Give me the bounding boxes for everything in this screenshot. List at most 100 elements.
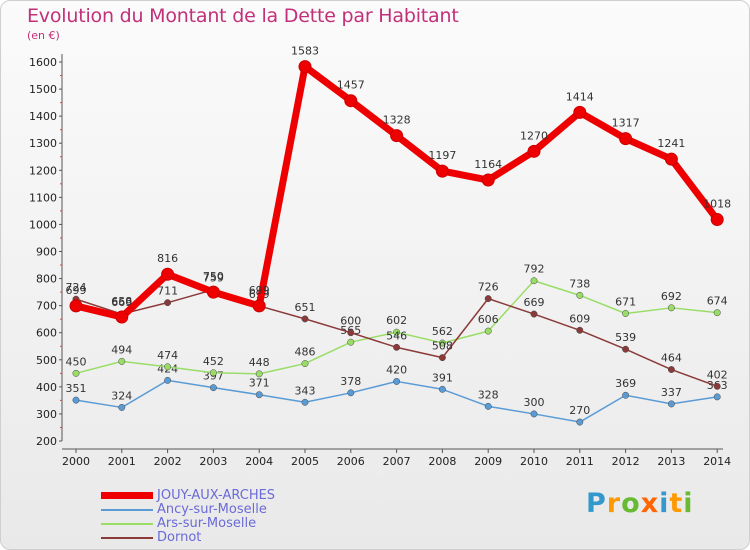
data-label: 448: [249, 356, 270, 369]
data-point: [622, 345, 630, 353]
data-point: [301, 398, 309, 406]
axes: 200 300 400 500 600 700 800 900 1000 1100 1200 1300…: [29, 54, 731, 468]
data-point: [164, 376, 172, 384]
x-tick-label: 2013: [657, 455, 685, 468]
data-point: [252, 299, 266, 313]
data-point: [347, 389, 355, 397]
data-label: 1317: [612, 117, 640, 130]
data-point: [664, 152, 678, 166]
data-label: 508: [432, 340, 453, 353]
series-2: 4504944744524484865656025626067927386716…: [66, 263, 728, 378]
data-point: [209, 384, 217, 392]
data-label: 1197: [428, 149, 456, 162]
series-line-0: [75, 63, 720, 321]
x-tick-label: 2005: [291, 455, 319, 468]
data-label: 724: [66, 281, 87, 294]
data-label: 671: [615, 295, 636, 308]
data-label: 464: [661, 352, 682, 365]
data-point: [344, 94, 358, 108]
data-label: 692: [661, 290, 682, 303]
y-tick-label: 300: [36, 408, 57, 421]
data-point: [206, 285, 220, 299]
x-tick-label: 2012: [612, 455, 640, 468]
y-tick-label: 1100: [29, 191, 57, 204]
y-tick-label: 900: [36, 246, 57, 259]
data-point: [576, 291, 584, 299]
data-point: [393, 343, 401, 351]
y-tick-label: 200: [36, 435, 57, 448]
y-tick-label: 600: [36, 327, 57, 340]
data-label: 369: [615, 377, 636, 390]
data-label: 609: [569, 312, 590, 325]
data-point: [484, 327, 492, 335]
data-label: 474: [157, 349, 178, 362]
legend-swatch-ancy: [101, 509, 153, 511]
data-point: [667, 366, 675, 373]
data-point: [301, 315, 309, 323]
data-point: [576, 418, 584, 426]
x-tick-label: 2010: [520, 455, 548, 468]
legend-swatch-jouy: [101, 492, 153, 499]
legend-label-dornot: Dornot: [157, 530, 202, 545]
series-1: 3513244243973713433784203913283002703693…: [66, 362, 728, 426]
data-point: [530, 410, 538, 418]
data-point: [435, 164, 449, 178]
data-label: 738: [569, 277, 590, 290]
data-label: 300: [524, 396, 545, 409]
x-tick-label: 2000: [62, 455, 90, 468]
proxiti-logo: Proxiti: [586, 488, 694, 519]
data-label: 669: [111, 296, 132, 309]
data-label: 270: [569, 404, 590, 417]
x-tick-label: 2014: [703, 455, 731, 468]
y-tick-label: 1300: [29, 137, 57, 150]
data-point: [713, 382, 721, 390]
data-label: 371: [249, 377, 270, 390]
data-point: [619, 132, 633, 146]
x-tick-label: 2004: [245, 455, 273, 468]
data-point: [710, 213, 724, 227]
data-point: [72, 396, 80, 404]
x-tick-label: 2007: [383, 455, 411, 468]
data-point: [713, 393, 721, 401]
legend-swatch-dornot: [101, 537, 153, 539]
data-label: 452: [203, 355, 224, 368]
y-tick-label: 1000: [29, 218, 57, 231]
y-tick-label: 700: [36, 300, 57, 313]
data-label: 606: [478, 313, 499, 326]
data-label: 539: [615, 331, 636, 344]
data-point: [530, 310, 538, 318]
data-point: [667, 304, 675, 312]
data-label: 391: [432, 371, 453, 384]
data-label: 669: [524, 296, 545, 309]
data-point: [164, 299, 172, 307]
data-point: [164, 363, 172, 371]
x-tick-label: 2003: [199, 455, 227, 468]
y-tick-label: 1200: [29, 164, 57, 177]
data-point: [69, 299, 83, 313]
data-label: 328: [478, 388, 499, 401]
data-point: [393, 377, 401, 385]
data-point: [484, 295, 492, 303]
data-label: 1270: [520, 129, 548, 142]
data-label: 600: [340, 315, 361, 328]
x-tick-label: 2001: [108, 455, 136, 468]
data-point: [530, 277, 538, 285]
data-point: [298, 60, 312, 74]
data-point: [576, 326, 584, 334]
data-point: [622, 310, 630, 317]
series-layer: 3513244243973713433784203913283002703693…: [66, 45, 731, 426]
data-label: 494: [111, 343, 132, 356]
data-label: 337: [661, 386, 682, 399]
data-label: 711: [157, 285, 178, 298]
data-label: 1583: [291, 45, 319, 58]
data-point: [438, 339, 446, 347]
data-point: [209, 369, 217, 377]
chart-title: Evolution du Montant de la Dette par Hab…: [27, 5, 459, 27]
data-label: 750: [203, 270, 224, 283]
data-point: [115, 310, 129, 324]
x-tick-label: 2009: [474, 455, 502, 468]
x-tick-label: 2002: [154, 455, 182, 468]
data-label: 1018: [703, 198, 731, 211]
